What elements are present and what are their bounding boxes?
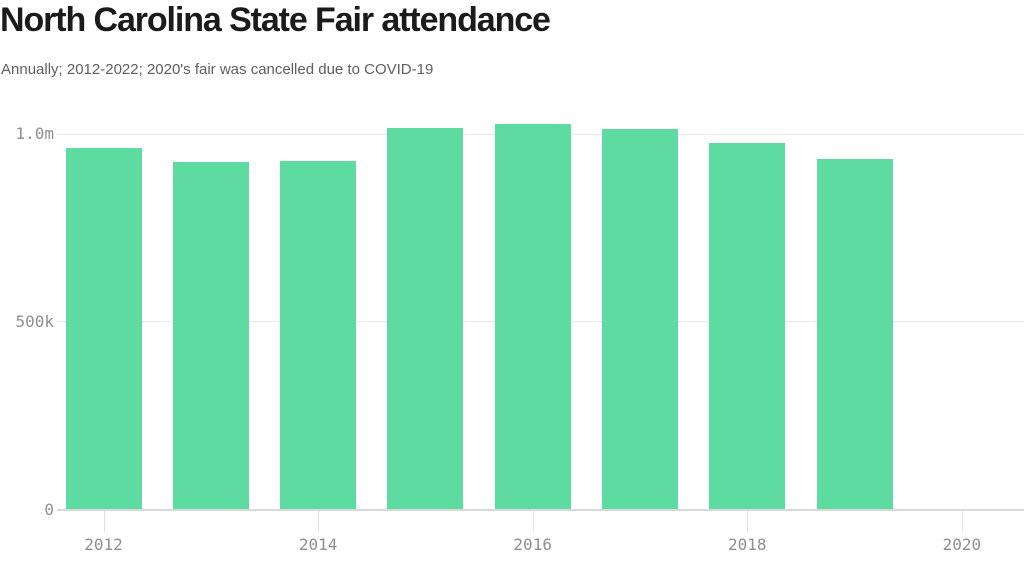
chart-subtitle: Annually; 2012-2022; 2020's fair was can… bbox=[1, 61, 434, 78]
x-tick-label-2016: 2016 bbox=[513, 535, 552, 554]
bar-2016 bbox=[494, 124, 571, 509]
x-tick-2020 bbox=[961, 511, 963, 532]
x-tick-2014 bbox=[318, 511, 320, 532]
x-tick-2016 bbox=[532, 511, 534, 532]
x-tick-label-2014: 2014 bbox=[298, 535, 338, 554]
chart-title: North Carolina State Fair attendance bbox=[0, 1, 551, 39]
x-axis-line bbox=[57, 509, 1024, 511]
y-tick-label-1.0m: 1.0m bbox=[15, 124, 54, 143]
y-tick-label-0: 0 bbox=[44, 499, 54, 519]
x-tick-label-2012: 2012 bbox=[84, 535, 123, 554]
bar-2018 bbox=[709, 143, 786, 509]
x-tick-label-2018: 2018 bbox=[728, 535, 767, 554]
bar-2015 bbox=[387, 127, 464, 509]
y-tick-label-500k: 500k bbox=[15, 311, 54, 331]
x-tick-2018 bbox=[747, 511, 749, 532]
bar-2013 bbox=[172, 162, 249, 509]
x-tick-2012 bbox=[103, 511, 105, 532]
bar-2019 bbox=[816, 158, 893, 509]
bar-2014 bbox=[280, 161, 357, 509]
x-tick-label-2020: 2020 bbox=[942, 535, 982, 554]
bar-2017 bbox=[602, 129, 678, 509]
bar-2012 bbox=[65, 147, 142, 509]
